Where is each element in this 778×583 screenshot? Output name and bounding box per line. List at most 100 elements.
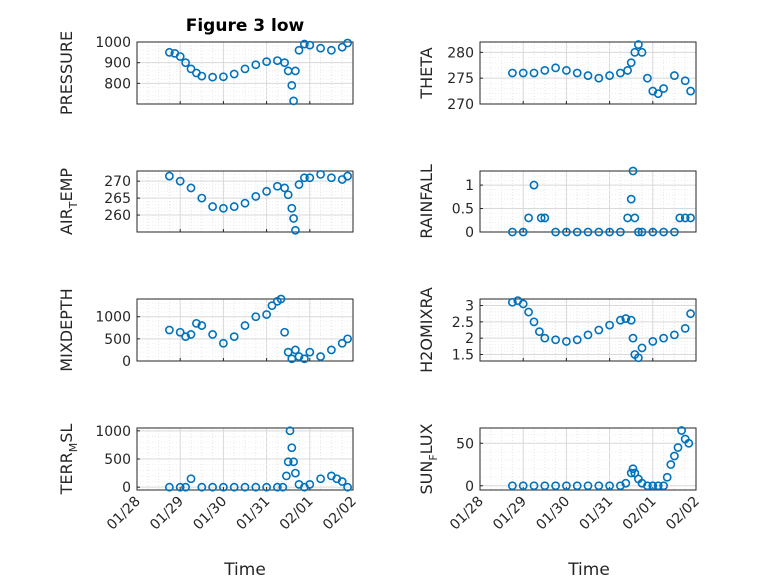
x-axis-label-right: Time [567,560,610,580]
data-point [191,318,201,328]
y-tick-label: 500 [104,452,131,468]
data-point [518,299,528,309]
data-point [262,57,271,67]
data-point [316,474,325,484]
data-point [251,312,261,322]
data-point [343,171,352,181]
data-point [164,47,174,57]
data-point [621,314,631,323]
data-point [680,213,690,223]
x-tick-label: 01/30 [190,494,230,534]
data-point [280,183,289,193]
data-point [262,310,271,319]
data-point [675,213,685,223]
data-point [583,71,593,80]
data-point [181,58,190,68]
data-point [197,482,207,492]
y-tick-label: 0.5 [452,202,474,218]
data-point [529,317,539,327]
y-tick-label: 1000 [95,424,131,440]
data-point [524,307,533,317]
data-point [583,227,593,237]
data-point [229,482,239,492]
data-point [634,227,643,237]
data-point [305,173,315,183]
x-tick-label: 01/28 [104,494,144,534]
data-point [240,482,250,492]
axes-box [136,170,354,233]
y-tick-label: 275 [447,71,474,87]
y-tick-label: 0 [122,354,131,370]
axes-box [136,298,354,362]
data-point [583,330,593,340]
subplot-rainfall: 0 0.5 1 RAINFALL [417,164,697,241]
data-point [659,481,668,491]
data-point [662,472,672,482]
data-point [343,334,352,344]
data-point [621,478,631,488]
data-point [605,481,614,491]
data-point [562,481,571,491]
y-axis-label: RAINFALL [417,164,436,239]
data-point [659,84,668,93]
axes-box [136,41,354,105]
data-point [290,345,300,355]
data-point [294,45,304,55]
data-point [337,477,347,486]
data-point [218,338,228,348]
data-point [551,63,560,73]
data-point [673,443,683,452]
y-axis-label: H2OMIXRA [417,287,436,373]
data-point [562,66,571,75]
y-tick-label: 800 [104,76,131,92]
data-point [536,213,546,223]
data-point [316,352,325,361]
y-tick-label: 900 [104,56,131,72]
data-point [628,333,638,343]
data-point [267,301,277,311]
data-point [218,72,228,82]
x-tick-label: 02/01 [277,494,317,534]
data-point [343,38,352,48]
subplot-terr-msl: 0 500 1000 01/28 01/29 01/30 01/31 02/01 02/02 TE… [57,424,360,534]
data-point [262,482,271,492]
data-point [680,76,690,86]
x-tick-label: 01/29 [147,494,187,534]
x-tick-label: 02/02 [663,494,703,534]
y-axis-label: MIXDEPTH [57,288,76,371]
data-point [218,482,228,492]
axes-box [479,170,697,233]
data-point [540,66,550,75]
data-point [326,345,336,355]
y-tick-label: 2.5 [452,315,474,331]
data-point [529,180,539,190]
data-point [670,330,679,340]
data-point [229,69,239,79]
data-point [616,315,625,325]
data-point [299,173,309,183]
y-tick-label: 50 [456,436,474,452]
data-point [594,227,604,237]
data-point [337,42,347,52]
subplot-h2omixra: 1.522.53 H2OMIXRA [417,287,697,373]
data-point [175,327,185,337]
data-point [648,227,658,237]
data-point [626,468,636,478]
data-point [616,227,625,237]
data-point [272,482,282,492]
data-point [572,481,582,491]
data-point [283,190,293,200]
x-tick-label: 02/02 [320,494,360,534]
x-tick-label: 01/30 [533,494,573,534]
data-point [290,225,300,235]
data-point [218,203,228,213]
data-point [316,169,325,179]
data-point [616,68,625,78]
x-tick-label: 01/29 [490,494,530,534]
data-point [181,482,190,492]
data-point [289,96,298,106]
data-point [535,327,544,337]
data-point [251,482,261,492]
data-point [186,474,196,484]
